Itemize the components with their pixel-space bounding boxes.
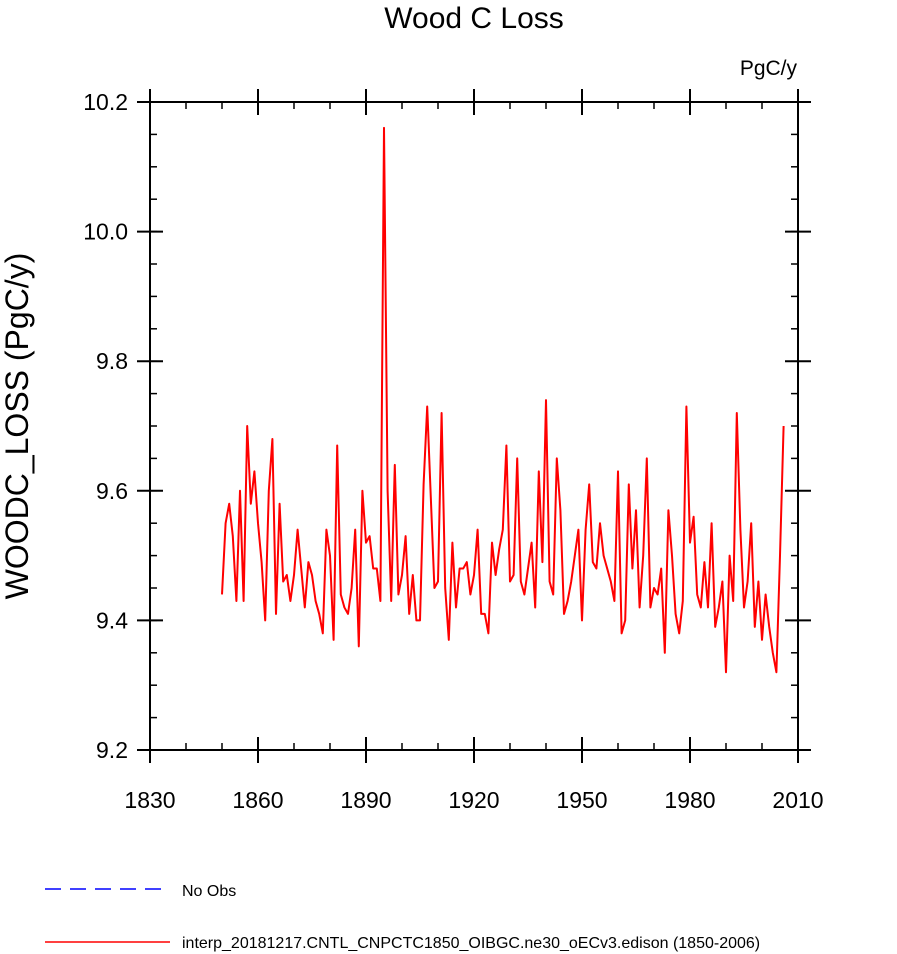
y-tick-label: 9.6 (96, 478, 128, 504)
x-tick-labels: 1830 1860 1890 1920 1950 1980 2010 (124, 787, 823, 813)
series-group (221, 126, 785, 674)
units-label: PgC/y (740, 57, 798, 80)
plot-frame (149, 101, 799, 751)
y-axis-label: WOODC_LOSS (PgC/y) (0, 253, 35, 600)
legend: No Obs interp_20181217.CNTL_CNPCTC1850_O… (45, 883, 760, 952)
series-line (221, 126, 785, 674)
y-tick-labels: 9.2 9.4 9.6 9.8 10.0 10.2 (83, 89, 128, 763)
x-tick-label: 1950 (556, 787, 607, 813)
x-tick-label: 1830 (124, 787, 175, 813)
y-tick-label: 10.0 (83, 219, 128, 245)
x-tick-label: 1980 (664, 787, 715, 813)
y-tick-label: 9.8 (96, 348, 128, 374)
x-tick-label: 1890 (340, 787, 391, 813)
x-tick-label: 2010 (772, 787, 823, 813)
y-tick-label: 9.2 (96, 737, 128, 763)
y-tick-label: 9.4 (96, 607, 128, 633)
chart-title: Wood C Loss (384, 2, 564, 35)
y-tick-label: 10.2 (83, 89, 128, 115)
major-ticks (137, 89, 811, 763)
legend-label-no-obs: No Obs (182, 883, 236, 900)
legend-label-model: interp_20181217.CNTL_CNPCTC1850_OIBGC.ne… (182, 935, 760, 952)
x-tick-label: 1860 (232, 787, 283, 813)
x-tick-label: 1920 (448, 787, 499, 813)
